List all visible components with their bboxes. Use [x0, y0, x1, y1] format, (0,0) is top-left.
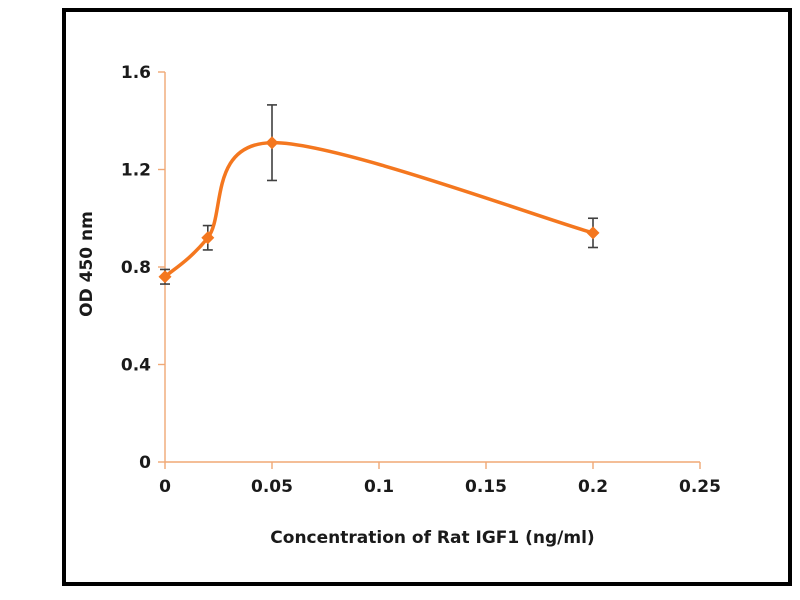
- data-point-marker: [586, 226, 600, 240]
- series-line: [163, 140, 595, 279]
- data-point-marker: [265, 136, 279, 150]
- x-tick-label: 0.25: [679, 477, 721, 497]
- data-point-marker: [158, 270, 172, 284]
- x-tick-label: 0.2: [578, 477, 608, 497]
- x-tick-label: 0: [159, 477, 171, 497]
- y-tick-label: 0.8: [121, 258, 151, 278]
- y-tick-label: 0.4: [121, 356, 151, 376]
- x-tick-label: 0.05: [251, 477, 293, 497]
- data-point-marker: [201, 231, 215, 245]
- dose-response-line-chart: 0 0.4 0.8 1.2 1.6 0 0.05 0.1 0.15 0.2 0.25: [121, 63, 721, 497]
- y-tick-label: 1.6: [121, 63, 151, 83]
- x-axis-title: Concentration of Rat IGF1 (ng/ml): [270, 528, 595, 548]
- y-tick-label: 0: [139, 453, 151, 473]
- x-tick-label: 0.15: [465, 477, 507, 497]
- y-axis-title: OD 450 nm: [77, 211, 97, 317]
- chart-frame: 0 0.4 0.8 1.2 1.6 0 0.05 0.1 0.15 0.2 0.25 Concent…: [62, 8, 792, 586]
- x-tick-label: 0.1: [364, 477, 394, 497]
- y-tick-label: 1.2: [121, 161, 151, 181]
